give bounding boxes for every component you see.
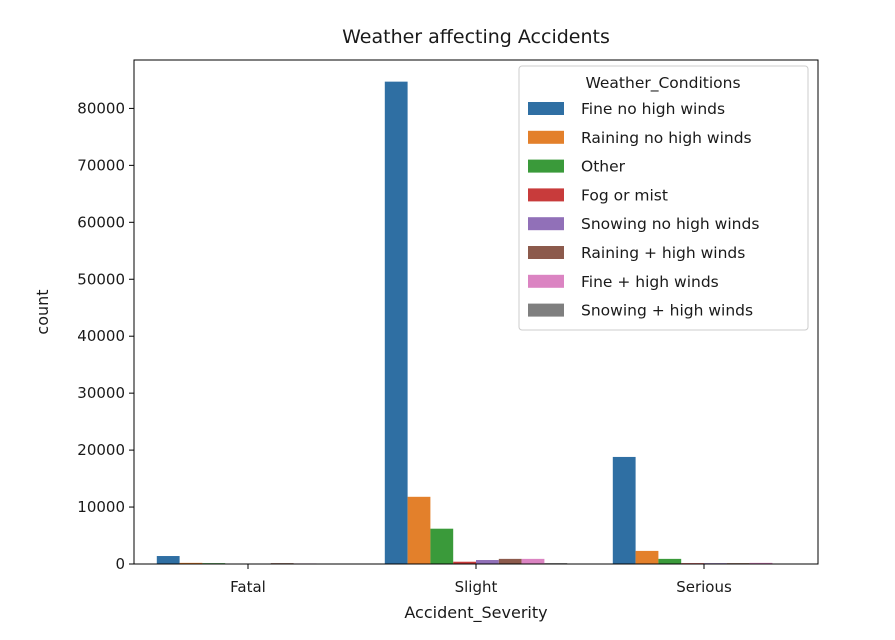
x-tick-label: Slight — [455, 578, 498, 596]
bar — [179, 562, 203, 564]
legend-label: Raining + high winds — [581, 244, 745, 262]
bar — [453, 561, 476, 564]
legend-swatch — [528, 188, 564, 202]
legend-swatch — [528, 274, 564, 288]
x-tick-label: Serious — [676, 578, 732, 596]
y-tick-label: 10000 — [77, 498, 125, 516]
bar — [498, 558, 522, 564]
y-tick-label: 80000 — [77, 99, 125, 117]
bar — [749, 562, 773, 564]
y-tick-label: 20000 — [77, 441, 125, 459]
y-tick-label: 30000 — [77, 384, 125, 402]
legend-items: Fine no high winds Raining no high winds O… — [528, 100, 759, 320]
legend-box — [518, 65, 809, 331]
bar — [384, 81, 408, 564]
legend-label: Snowing no high winds — [581, 215, 759, 233]
x-axis-label: Accident_Severity — [404, 603, 547, 623]
bar — [521, 558, 545, 564]
legend-label: Fog or mist — [581, 186, 668, 204]
y-tick-label: 0 — [115, 555, 125, 573]
y-tick-label: 60000 — [77, 213, 125, 231]
bar — [476, 560, 499, 564]
bar — [612, 456, 636, 564]
legend-swatch — [528, 130, 564, 144]
legend-label: Snowing + high winds — [581, 302, 753, 320]
y-tick-label: 40000 — [77, 327, 125, 345]
legend-swatch — [528, 303, 564, 317]
x-axis-ticks: Fatal Slight Serious — [230, 564, 732, 596]
y-axis-ticks: 0 10000 20000 30000 40000 50000 60000 70000 8000… — [77, 99, 134, 573]
legend-label: Raining no high winds — [581, 129, 752, 147]
legend-label: Fine no high winds — [581, 100, 725, 118]
legend-swatch — [528, 102, 564, 115]
y-axis-label: count — [33, 289, 52, 334]
legend-label: Other — [581, 158, 626, 176]
legend-swatch — [528, 217, 564, 231]
bar — [430, 528, 454, 564]
bar — [407, 496, 431, 564]
legend-label: Fine + high winds — [581, 273, 719, 291]
y-tick-label: 50000 — [77, 270, 125, 288]
y-tick-label: 70000 — [77, 156, 125, 174]
legend-swatch — [528, 159, 564, 173]
legend: Weather_Conditions Fine no high winds Rai… — [518, 65, 809, 331]
x-tick-label: Fatal — [230, 578, 266, 596]
chart-title: Weather affecting Accidents — [342, 26, 610, 48]
legend-title: Weather_Conditions — [585, 74, 740, 93]
legend-swatch — [528, 246, 564, 259]
bar — [658, 558, 682, 564]
bar — [635, 550, 659, 564]
bar — [156, 556, 180, 564]
